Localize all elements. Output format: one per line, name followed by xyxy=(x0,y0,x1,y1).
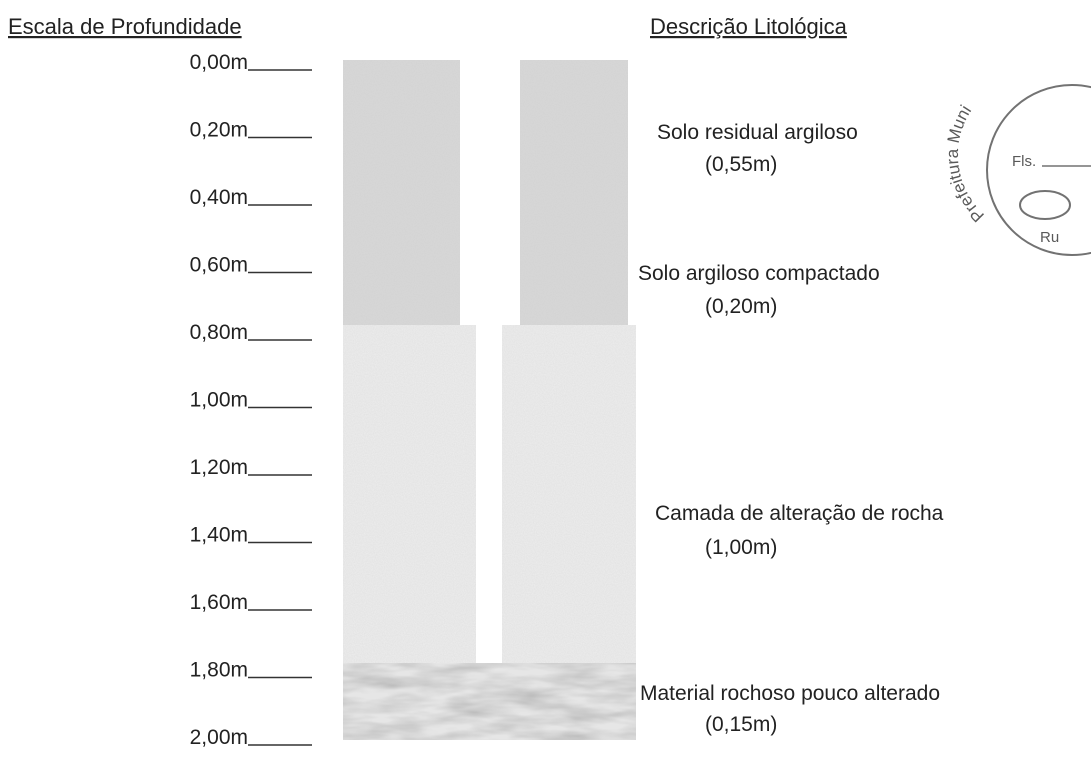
stamp-ring xyxy=(986,84,1091,256)
depth-label: 1,80m xyxy=(190,659,248,682)
layer-thickness: (0,55m) xyxy=(705,153,777,176)
depth-label: 1,40m xyxy=(190,524,248,547)
layer-name: Material rochoso pouco alterado xyxy=(640,682,940,705)
right-title: Descrição Litológica xyxy=(650,14,848,39)
weathered-block-right xyxy=(502,325,636,663)
stamp-sheet: Fls. xyxy=(1012,153,1036,170)
layer-name: Camada de alteração de rocha xyxy=(655,502,944,525)
stamp-emblem xyxy=(1019,190,1071,220)
rock-block xyxy=(343,663,636,740)
stamp-initials: Ru xyxy=(1040,229,1059,246)
layer-thickness: (0,15m) xyxy=(705,713,777,736)
soil-block-left xyxy=(343,60,460,325)
depth-label: 0,60m xyxy=(190,254,248,277)
stamp: Prefeitura Muni Fls. Ru xyxy=(943,84,1091,256)
soil-block-right xyxy=(520,60,628,325)
depth-label: 0,20m xyxy=(190,119,248,142)
weathered-block-left xyxy=(343,325,476,663)
depth-label: 1,20m xyxy=(190,456,248,479)
depth-label: 0,00m xyxy=(190,51,248,74)
depth-label: 1,00m xyxy=(190,389,248,412)
stamp-arc-path: Prefeitura Muni xyxy=(943,102,988,226)
layer-name: Solo argiloso compactado xyxy=(638,262,880,285)
depth-label: 0,40m xyxy=(190,186,248,209)
stamp-arc-text: Prefeitura Muni xyxy=(943,102,988,226)
layer-thickness: (0,20m) xyxy=(705,295,777,318)
layer-thickness: (1,00m) xyxy=(705,536,777,559)
depth-label: 2,00m xyxy=(190,726,248,749)
depth-label: 1,60m xyxy=(190,591,248,614)
layer-name: Solo residual argiloso xyxy=(657,121,858,144)
depth-scale: 0,00m 0,20m 0,40m 0,60m 0,80m 1,00m 1,20m 1,40m… xyxy=(190,51,312,749)
left-title: Escala de Profundidade xyxy=(8,14,242,39)
depth-label: 0,80m xyxy=(190,321,248,344)
